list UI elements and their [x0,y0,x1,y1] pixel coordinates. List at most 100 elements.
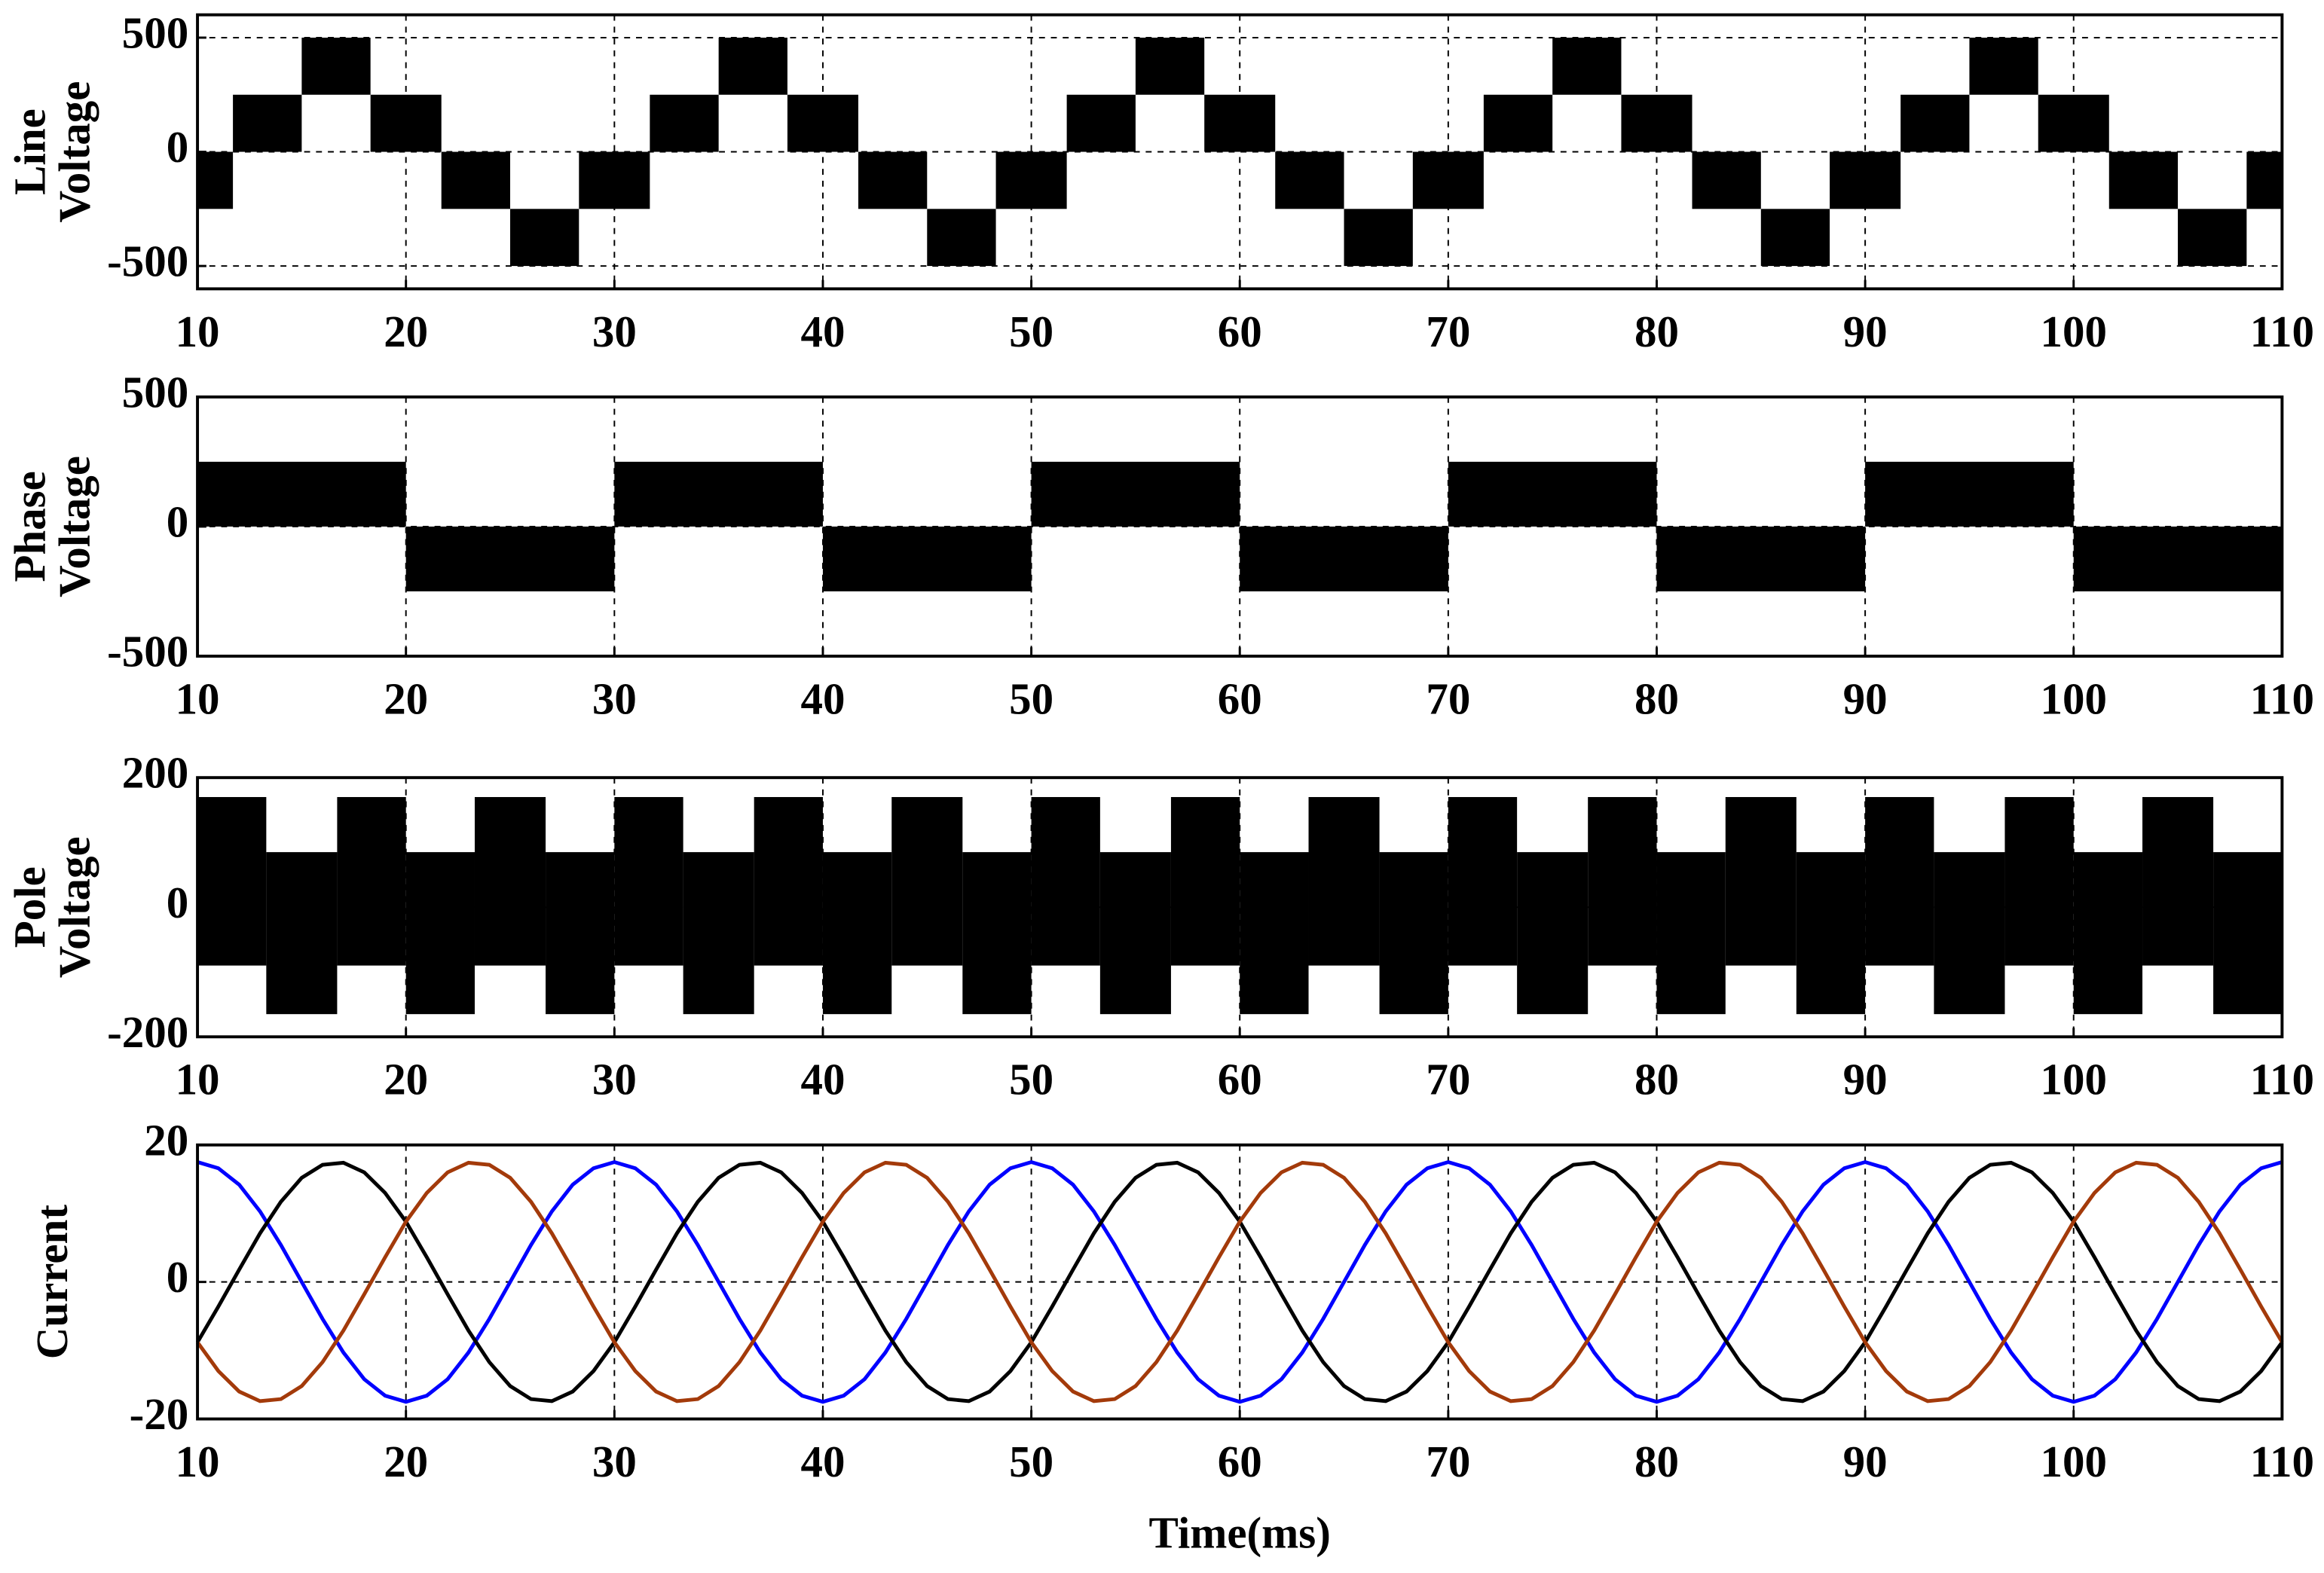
x-tick-label: 20 [384,307,428,356]
x-tick-label: 80 [1634,1055,1679,1104]
y-tick-label: -20 [130,1389,189,1439]
x-tick-label: 50 [1009,1437,1053,1486]
y-tick-label: -200 [107,1007,188,1057]
x-tick-label: 110 [2250,673,2314,723]
band-segment [441,151,511,209]
x-tick-label: 60 [1218,307,1262,356]
band-segment [927,209,996,267]
band-segment [1344,209,1413,267]
band-segment [754,797,823,966]
subplot: 10 20 30 40 50 60 70 80 90 100 110 500 0 -500 PhaseVol… [5,367,2314,723]
band-segment [614,797,683,966]
band-segment [1379,852,1448,1015]
band-segment [2038,94,2109,152]
y-axis-label: Pole [5,866,54,948]
y-tick-label: 0 [167,496,188,546]
x-axis-label: Time(ms) [1149,1507,1331,1557]
x-tick-label: 30 [592,1055,637,1104]
band-segment [822,852,892,1015]
y-axis-label: Voltage [49,836,99,978]
y-tick-label: 500 [122,8,188,58]
y-tick-label: -500 [107,627,188,677]
band-segment [822,526,1032,591]
band-segment [683,852,754,1015]
band-segment [858,151,928,209]
band-segment [1204,94,1276,152]
y-tick-label: 20 [144,1115,188,1165]
band-segment [233,94,302,152]
x-tick-label: 90 [1843,1055,1888,1104]
band-segment [787,94,858,152]
y-tick-label: 0 [167,122,188,172]
y-tick-label: 0 [167,1252,188,1302]
x-tick-label: 10 [176,307,220,356]
x-tick-label: 20 [384,1437,428,1486]
x-tick-label: 60 [1218,1437,1262,1486]
y-axis-label: Voltage [49,81,99,223]
x-tick-label: 30 [592,307,637,356]
band-segment [614,461,823,527]
band-segment [1066,94,1136,152]
band-segment [510,209,579,267]
band-segment [2142,797,2214,966]
band-segment [1865,461,2074,527]
plot-frame [196,13,2284,291]
band-segment [1031,461,1240,527]
band-segment [1656,526,1866,591]
band-segment [2073,852,2143,1015]
x-tick-label: 80 [1634,1437,1679,1486]
band-segment [197,151,234,209]
y-tick-label: 0 [167,878,188,927]
x-tick-label: 70 [1426,307,1470,356]
y-axis-label: Phase [5,471,54,582]
x-tick-label: 30 [592,673,637,723]
x-tick-label: 60 [1218,1055,1262,1104]
band-segment [1865,797,1934,966]
band-segment [650,94,719,152]
x-tick-label: 40 [800,1055,845,1104]
band-segment [2213,852,2283,1015]
band-segment [1656,852,1726,1015]
x-tick-label: 80 [1634,307,1679,356]
x-tick-label: 100 [2041,307,2107,356]
x-tick-label: 100 [2041,1055,2107,1104]
band-segment [1412,151,1484,209]
x-tick-label: 20 [384,673,428,723]
band-segment [405,526,615,591]
band-segment [1448,461,1657,527]
band-segment [1621,94,1693,152]
y-tick-label: 200 [122,748,188,798]
x-tick-label: 80 [1634,673,1679,723]
x-tick-label: 90 [1843,307,1888,356]
band-segment [1934,852,2005,1015]
band-segment [1308,797,1380,966]
band-segment [1031,797,1100,966]
y-axis-label: Line [5,108,54,195]
x-tick-label: 20 [384,1055,428,1104]
band-segment [1099,852,1171,1015]
current-line [196,1160,2284,1403]
x-tick-label: 50 [1009,673,1053,723]
band-segment [266,852,338,1015]
y-tick-label: -500 [107,237,188,286]
x-tick-label: 100 [2041,1437,2107,1486]
x-tick-label: 30 [592,1437,637,1486]
band-segment [1517,852,1589,1015]
band-segment [2246,151,2283,209]
x-tick-label: 110 [2250,1437,2314,1486]
x-tick-label: 10 [176,1055,220,1104]
plot-frame [196,776,2284,1039]
x-tick-label: 50 [1009,307,1053,356]
band-segment [579,151,650,209]
subplot: 10 20 30 40 50 60 70 80 90 100 110 20 0 -20 Current Tim… [27,1115,2314,1557]
band-segment [546,852,615,1015]
band-segment [1692,151,1761,209]
x-tick-label: 110 [2250,1055,2314,1104]
band-segment [1588,797,1657,966]
band-segment [197,797,267,966]
band-segment [197,461,406,527]
y-axis-label: Voltage [49,456,99,597]
y-tick-label: 500 [122,367,188,417]
x-tick-label: 110 [2250,307,2314,356]
